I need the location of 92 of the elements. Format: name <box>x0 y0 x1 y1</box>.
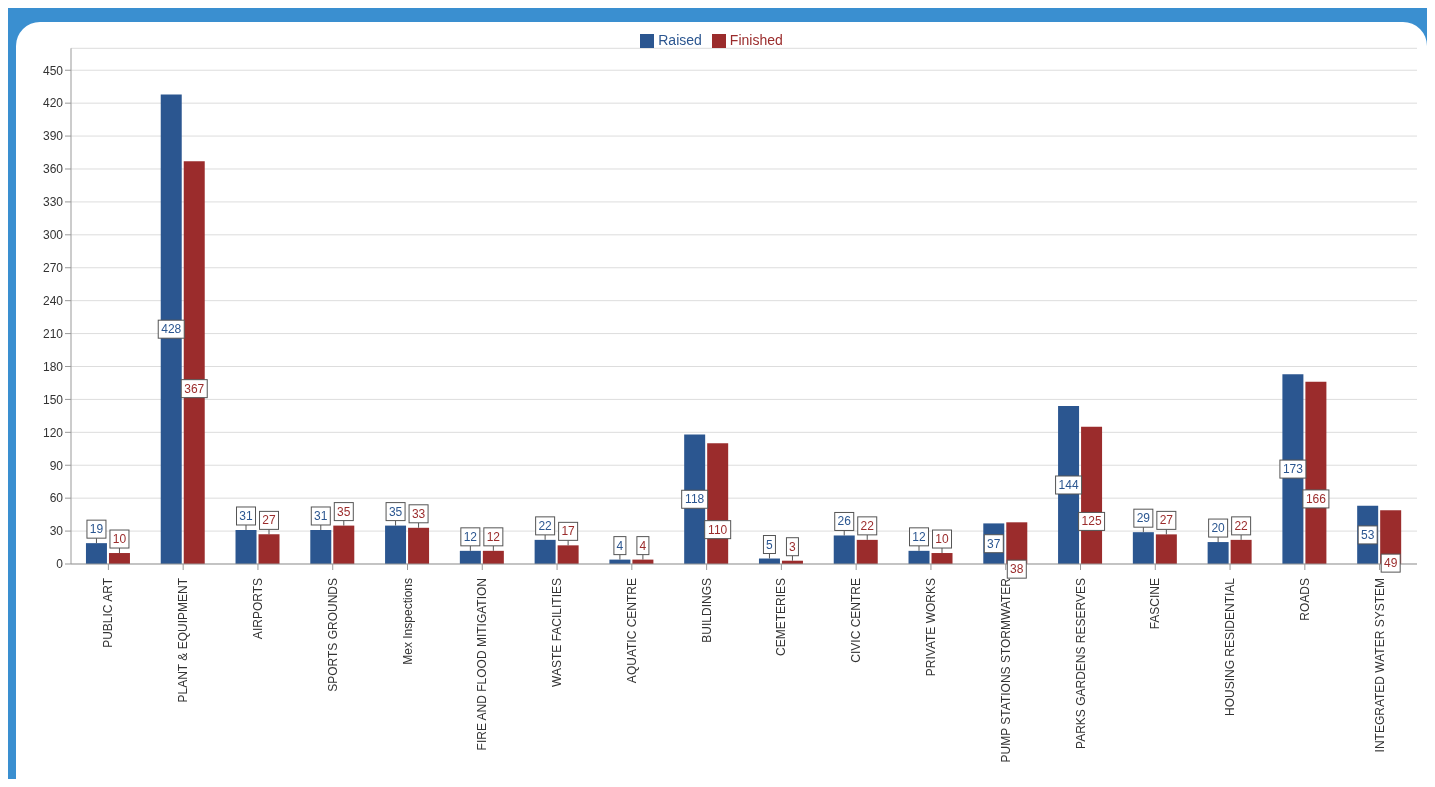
data-label: 31 <box>314 508 328 523</box>
legend-label: Raised <box>658 32 702 48</box>
y-tick-label: 300 <box>42 228 64 243</box>
y-tick-label: 240 <box>42 293 64 308</box>
bar <box>908 550 930 564</box>
x-tick-label: PLANT & EQUIPMENT <box>176 577 191 703</box>
data-label: 118 <box>685 492 705 507</box>
data-label: 144 <box>1058 478 1079 492</box>
bar <box>856 539 878 564</box>
data-label: 12 <box>486 529 501 544</box>
data-label: 49 <box>1384 556 1398 571</box>
y-tick-label: 420 <box>42 96 64 111</box>
y-tick-label: 30 <box>49 524 64 539</box>
data-label: 10 <box>935 532 950 547</box>
data-label: 20 <box>1211 521 1226 536</box>
x-tick-label: PUMP STATIONS STORMWATER <box>998 577 1013 763</box>
y-tick-label: 330 <box>42 195 64 210</box>
data-label: 4 <box>616 538 624 553</box>
bar <box>333 525 355 564</box>
data-label: 125 <box>1081 514 1102 529</box>
x-tick-label: SPORTS GROUNDS <box>325 578 340 692</box>
data-label: 37 <box>987 536 1001 551</box>
x-tick-label: FASCINE <box>1148 578 1163 630</box>
x-tick-label: BUILDINGS <box>699 578 714 643</box>
data-label: 3 <box>789 539 797 554</box>
bar <box>833 535 855 564</box>
data-label: 29 <box>1136 511 1151 526</box>
data-label: 22 <box>1234 518 1249 533</box>
y-tick-label: 390 <box>42 129 64 144</box>
data-label: 367 <box>184 381 205 396</box>
bar <box>931 553 953 564</box>
bar <box>235 529 257 564</box>
data-label: 31 <box>239 508 254 523</box>
y-tick-label: 0 <box>56 557 64 572</box>
x-tick-label: CIVIC CENTRE <box>849 578 864 663</box>
data-label: 12 <box>912 529 927 544</box>
x-tick-label: PRIVATE WORKS <box>923 578 938 677</box>
data-label: 27 <box>1159 513 1174 528</box>
bar <box>310 529 332 564</box>
bar <box>1207 542 1229 564</box>
data-label: 26 <box>837 514 852 529</box>
bar <box>534 539 556 564</box>
y-tick-label: 270 <box>42 261 64 276</box>
x-tick-label: INTEGRATED WATER SYSTEM <box>1372 578 1387 753</box>
y-tick-label: 60 <box>49 491 64 506</box>
data-label: 38 <box>1010 562 1024 577</box>
x-tick-label: HOUSING RESIDENTIAL <box>1223 577 1238 717</box>
x-tick-label: AQUATIC CENTRE <box>624 578 639 684</box>
x-tick-label: PUBLIC ART <box>101 577 116 648</box>
data-label: 19 <box>89 522 104 537</box>
x-tick-label: FIRE AND FLOOD MITIGATION <box>475 578 490 751</box>
bar <box>557 545 579 564</box>
data-label: 4 <box>639 538 647 553</box>
data-label: 110 <box>708 522 728 537</box>
x-tick-label: AIRPORTS <box>250 578 265 640</box>
data-label: 10 <box>112 532 127 547</box>
bar <box>482 550 504 564</box>
bar <box>459 550 481 564</box>
data-label: 173 <box>1282 462 1304 477</box>
y-tick-label: 150 <box>42 392 64 407</box>
bar <box>108 553 130 564</box>
bar <box>1230 539 1252 564</box>
y-tick-label: 450 <box>42 63 64 78</box>
x-tick-label: ROADS <box>1297 578 1312 621</box>
x-tick-label: PARKS GARDENS RESERVES <box>1073 578 1088 749</box>
y-tick-label: 360 <box>42 162 64 177</box>
y-tick-label: 180 <box>42 359 64 374</box>
y-tick-label: 120 <box>42 425 64 440</box>
data-label: 27 <box>262 513 277 528</box>
data-label: 35 <box>388 504 403 519</box>
data-label: 17 <box>561 524 576 539</box>
x-tick-label: WASTE FACILITIES <box>550 578 565 687</box>
bar <box>1155 534 1177 564</box>
bar <box>85 543 107 564</box>
data-label: 166 <box>1305 491 1327 506</box>
data-label: 428 <box>161 322 182 337</box>
bar <box>1132 532 1154 564</box>
y-tick-label: 90 <box>49 458 64 473</box>
data-label: 5 <box>766 537 774 552</box>
data-label: 22 <box>860 518 875 533</box>
x-tick-label: Mex Inspections <box>400 578 415 665</box>
data-label: 33 <box>411 506 426 521</box>
data-label: 53 <box>1361 527 1375 542</box>
data-label: 35 <box>337 504 351 519</box>
data-label: 22 <box>538 518 553 533</box>
bar <box>385 525 407 564</box>
bar <box>408 527 430 564</box>
data-label: 12 <box>463 529 478 544</box>
x-tick-label: CEMETERIES <box>774 578 789 657</box>
y-tick-label: 210 <box>42 326 64 341</box>
bar <box>258 534 280 564</box>
legend-label: Finished <box>729 32 783 48</box>
